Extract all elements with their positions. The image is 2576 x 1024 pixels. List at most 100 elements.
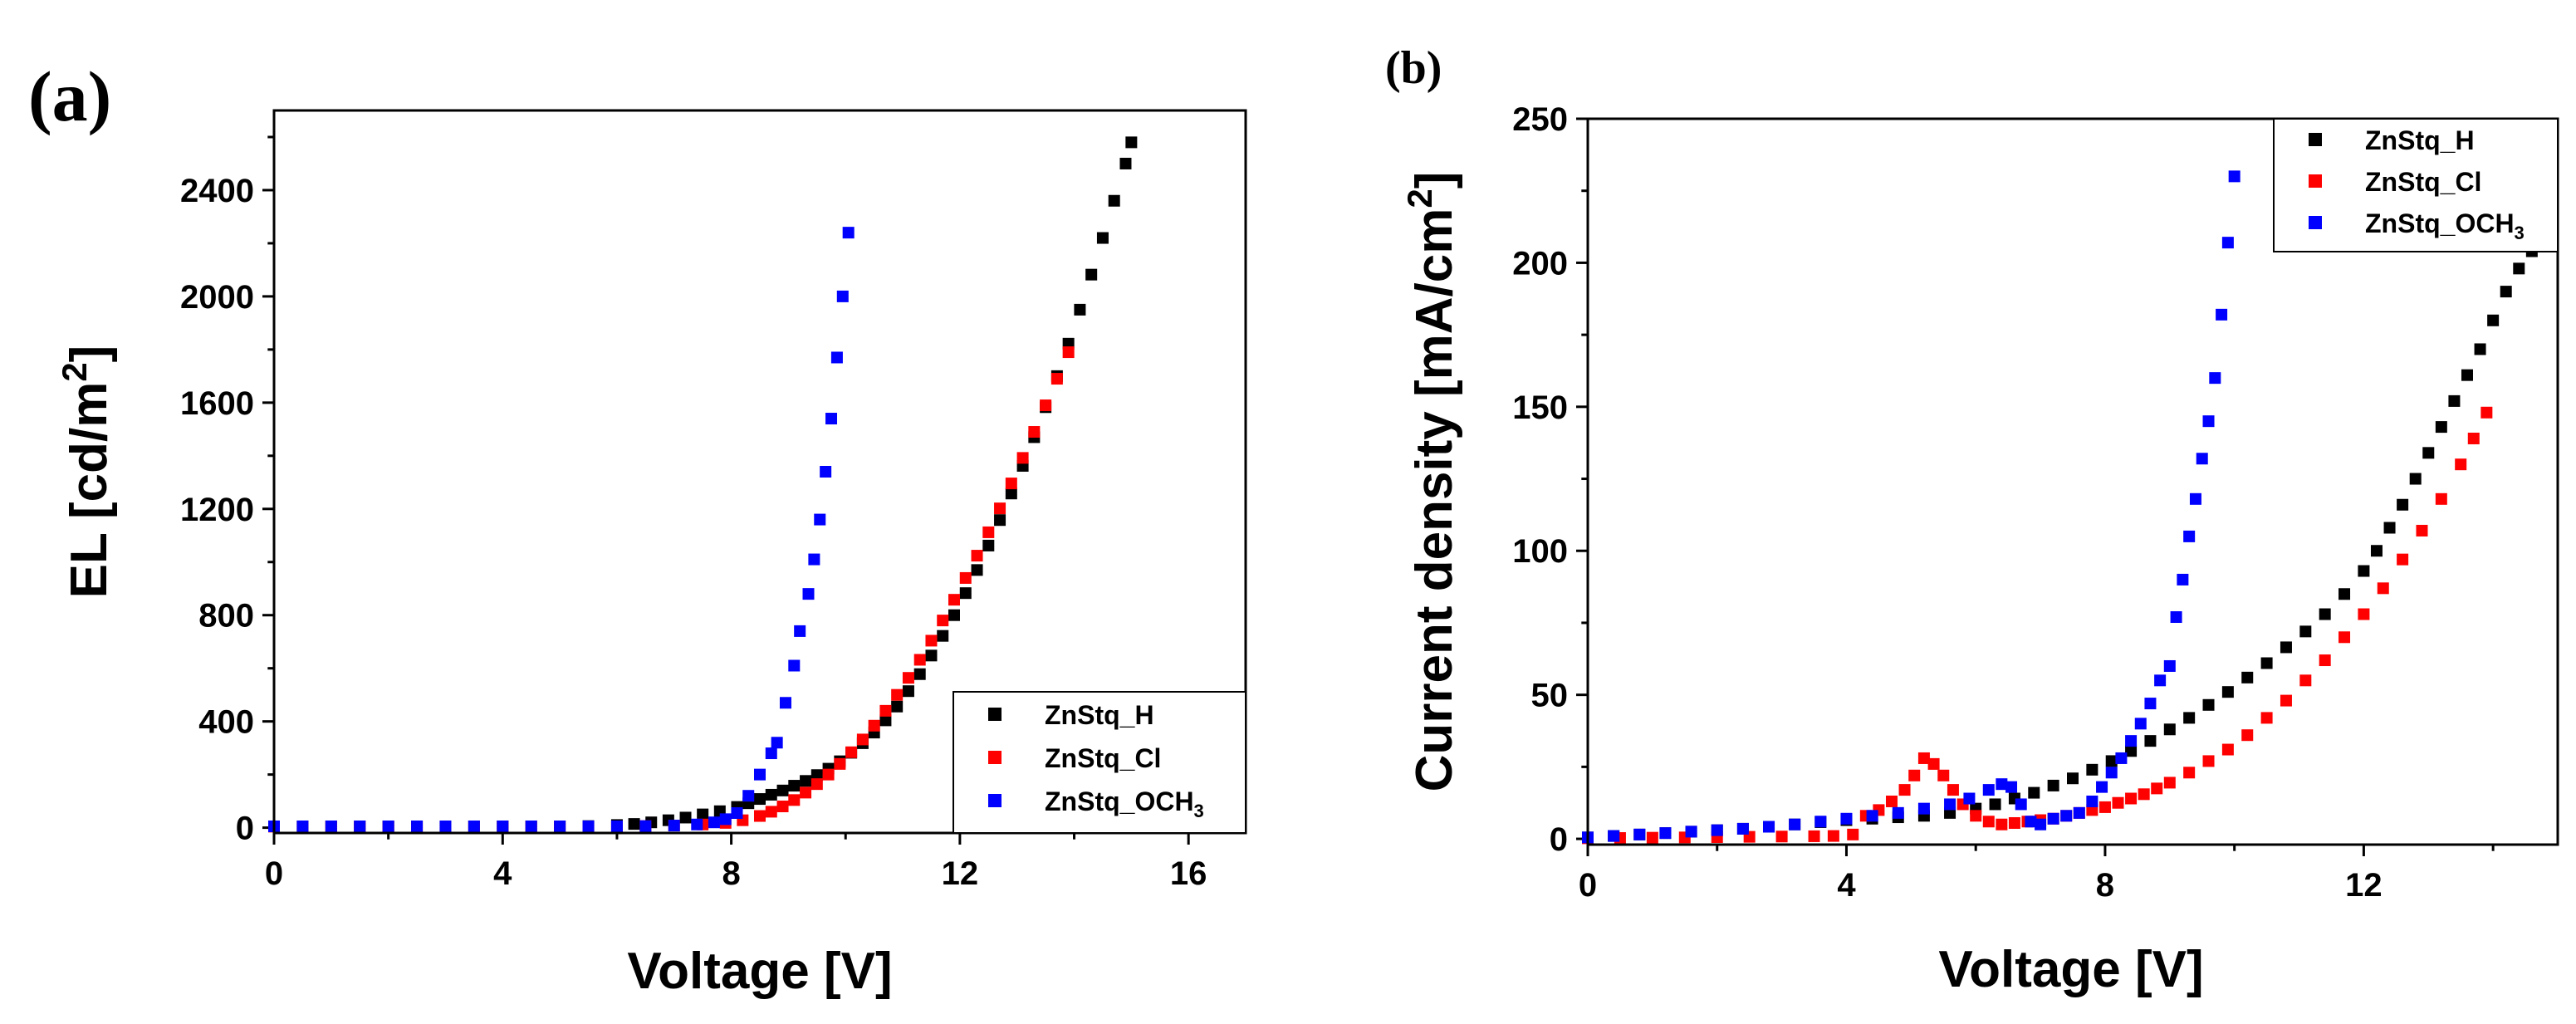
- panel-b-point-znstq-och3: [2163, 659, 2176, 672]
- panel-a-point-znstq-och3: [771, 737, 783, 749]
- panel-b-point-znstq-cl: [1927, 757, 1940, 770]
- panel-a-point-znstq-cl: [822, 768, 835, 781]
- panel-a-legend-marker-zinc-cl: [988, 751, 1002, 764]
- panel-b-point-znstq-h: [2487, 314, 2500, 326]
- panel-b-point-znstq-cl: [1775, 830, 1788, 843]
- panel-b-point-znstq-och3: [2134, 718, 2147, 730]
- panel-a-point-znstq-h: [948, 609, 960, 621]
- panel-b-point-znstq-och3: [2047, 812, 2059, 825]
- panel-b-y-tick-label: 100: [1512, 533, 1568, 570]
- panel-a-point-znstq-h: [1119, 157, 1132, 169]
- panel-b-point-znstq-cl: [2183, 767, 2196, 779]
- panel-a-legend-label-zinc-cl: ZnStq_Cl: [1045, 743, 1161, 773]
- panel-b-y-axis-title-group: Current density [mA/cm2]: [1400, 172, 1463, 792]
- panel-a-point-znstq-och3: [836, 290, 849, 302]
- panel-a-point-znstq-cl: [845, 746, 858, 758]
- panel-a-point-znstq-cl: [776, 801, 789, 813]
- panel-a-legend: ZnStq_H ZnStq_Cl ZnStq_OCH3: [953, 691, 1246, 834]
- panel-b-point-znstq-h: [2500, 286, 2512, 298]
- panel-b-point-znstq-cl: [2008, 816, 2020, 829]
- panel-b-point-znstq-h: [2513, 262, 2525, 275]
- panel-b-point-znstq-cl: [1908, 769, 1921, 781]
- panel-a-x-tick-label: 4: [493, 855, 512, 892]
- panel-b-point-znstq-och3: [1736, 822, 1749, 835]
- panel-b-point-znstq-cl: [2338, 631, 2351, 644]
- panel-b-point-znstq-cl: [2416, 524, 2428, 536]
- panel-b-point-znstq-h: [2028, 786, 2040, 799]
- panel-a-point-znstq-och3: [439, 821, 452, 833]
- panel-b-point-znstq-h: [2474, 343, 2486, 355]
- panel-a-point-znstq-cl: [1028, 426, 1041, 439]
- panel-a-series-znstq-och3: [268, 227, 855, 833]
- panel-b-point-znstq-h: [2163, 723, 2176, 736]
- panel-b-point-znstq-och3: [2086, 795, 2099, 807]
- panel-a-point-znstq-h: [879, 714, 892, 727]
- panel-a-y-axis-title-main: EL [cd/m: [61, 382, 118, 599]
- panel-a-plot-area: [272, 109, 1247, 835]
- panel-a-point-znstq-och3: [691, 818, 703, 830]
- panel-b-point-znstq-och3: [2025, 816, 2037, 828]
- panel-b-point-znstq-och3: [2115, 752, 2128, 764]
- panel-b-point-znstq-h: [2435, 421, 2447, 434]
- panel-a-point-znstq-cl: [856, 733, 869, 746]
- panel-b-point-znstq-och3: [2196, 453, 2208, 465]
- panel-a-point-znstq-och3: [668, 820, 680, 832]
- panel-a-point-znstq-cl: [1016, 452, 1029, 464]
- panel-a-point-znstq-h: [1125, 136, 1138, 149]
- panel-b-point-znstq-och3: [1659, 827, 1672, 840]
- panel-b-point-znstq-cl: [1646, 831, 1658, 844]
- panel-b-point-znstq-och3: [2177, 573, 2189, 585]
- panel-b-point-znstq-h: [2383, 522, 2396, 534]
- panel-b-series-znstq-h: [1582, 245, 2538, 844]
- panel-a-point-znstq-h: [902, 685, 914, 698]
- panel-b-point-znstq-och3: [2189, 492, 2201, 505]
- panel-b-point-znstq-cl: [2397, 553, 2409, 566]
- panel-b-point-znstq-h: [2370, 545, 2383, 557]
- panel-b-point-znstq-cl: [2241, 729, 2254, 742]
- panel-b-point-znstq-och3: [1685, 826, 1697, 838]
- panel-b-point-znstq-h: [2280, 641, 2292, 654]
- panel-a-point-znstq-och3: [639, 820, 652, 832]
- panel-a-point-znstq-cl: [879, 704, 892, 717]
- panel-a-point-znstq-h: [891, 700, 904, 713]
- panel-b-point-znstq-och3: [1982, 784, 1995, 796]
- panel-b-point-znstq-cl: [1885, 795, 1898, 807]
- panel-a-point-znstq-och3: [582, 821, 595, 833]
- panel-a-point-znstq-cl: [868, 719, 880, 732]
- panel-a-point-znstq-h: [765, 788, 777, 801]
- panel-a-legend-label-zinc-och3: ZnStq_OCH3: [1045, 786, 1204, 821]
- panel-a-point-znstq-och3: [610, 821, 623, 833]
- panel-a-y-axis-title-group: EL [cd/m2]: [55, 345, 118, 599]
- panel-b-series-znstq-cl: [1582, 406, 2493, 845]
- panel-a-point-znstq-cl: [754, 810, 766, 822]
- panel-b-point-znstq-cl: [1937, 769, 1950, 781]
- panel-a-y-axis-title-end: ]: [61, 345, 118, 363]
- panel-a-ticks: 0 4 8 12 16 0 400 800 1200 1600 2000 2400: [180, 135, 1207, 892]
- panel-b-point-znstq-och3: [1944, 798, 1956, 811]
- panel-b-point-znstq-cl: [1898, 784, 1911, 796]
- panel-b-point-znstq-h: [2319, 608, 2331, 620]
- panel-b-x-tick-label: 8: [2096, 867, 2114, 904]
- panel-a-point-znstq-och3: [788, 659, 801, 672]
- panel-b-point-znstq-och3: [1814, 816, 1827, 828]
- panel-a-point-znstq-och3: [779, 697, 791, 709]
- panel-b-point-znstq-och3: [2228, 170, 2241, 183]
- panel-a-point-znstq-och3: [382, 821, 394, 833]
- panel-b-legend-label-zinc-och3: ZnStq_OCH3: [2365, 208, 2525, 243]
- panel-b-point-znstq-cl: [2481, 406, 2493, 419]
- panel-a-y-axis-title: EL [cd/m2]: [55, 345, 118, 599]
- panel-b-point-znstq-cl: [2151, 782, 2163, 795]
- panel-a-legend-marker-zinc-och3: [988, 794, 1002, 807]
- panel-b-point-znstq-h: [2409, 473, 2422, 485]
- panel-b-point-znstq-h: [2260, 657, 2273, 669]
- panel-b-point-znstq-h: [2338, 588, 2351, 600]
- panel-b-point-znstq-och3: [1917, 802, 1930, 815]
- panel-a-point-znstq-h: [1005, 488, 1017, 500]
- panel-b-point-znstq-cl: [2377, 582, 2389, 595]
- panel-a-point-znstq-cl: [902, 672, 914, 684]
- panel-b-point-znstq-h: [2144, 735, 2157, 747]
- panel-b-point-znstq-cl: [2358, 608, 2370, 620]
- panel-b-point-znstq-cl: [2455, 458, 2467, 471]
- panel-a-point-znstq-och3: [554, 821, 566, 833]
- panel-a-y-tick-label: 1200: [180, 492, 254, 528]
